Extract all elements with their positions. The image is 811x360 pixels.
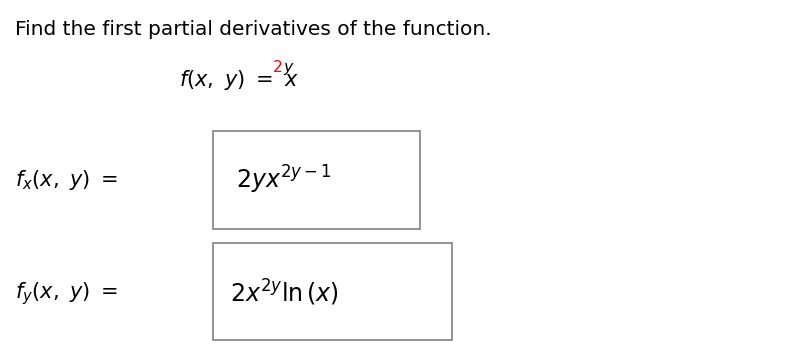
Text: $\it{2}$: $\it{2}$ bbox=[272, 59, 282, 75]
Text: $\it{2yx}^{\it{2y}-1}$: $\it{2yx}^{\it{2y}-1}$ bbox=[236, 164, 332, 196]
Text: $\it{y}$: $\it{y}$ bbox=[282, 61, 294, 77]
Text: $\it{f}_{\it{y}}(\it{x},\ \it{y})\ =$: $\it{f}_{\it{y}}(\it{x},\ \it{y})\ =$ bbox=[15, 280, 118, 307]
Text: Find the first partial derivatives of the function.: Find the first partial derivatives of th… bbox=[15, 20, 491, 39]
Text: $\it{f}_{\it{x}}(\it{x},\ \it{y})\ =$: $\it{f}_{\it{x}}(\it{x},\ \it{y})\ =$ bbox=[15, 168, 118, 192]
Text: $\it{f}(\it{x},\ \it{y})\ =\ \it{x}$: $\it{f}(\it{x},\ \it{y})\ =\ \it{x}$ bbox=[178, 68, 298, 93]
Text: $\it{2x}^{\it{2y}}\it{\ln}(\it{x})$: $\it{2x}^{\it{2y}}\it{\ln}(\it{x})$ bbox=[230, 278, 338, 309]
